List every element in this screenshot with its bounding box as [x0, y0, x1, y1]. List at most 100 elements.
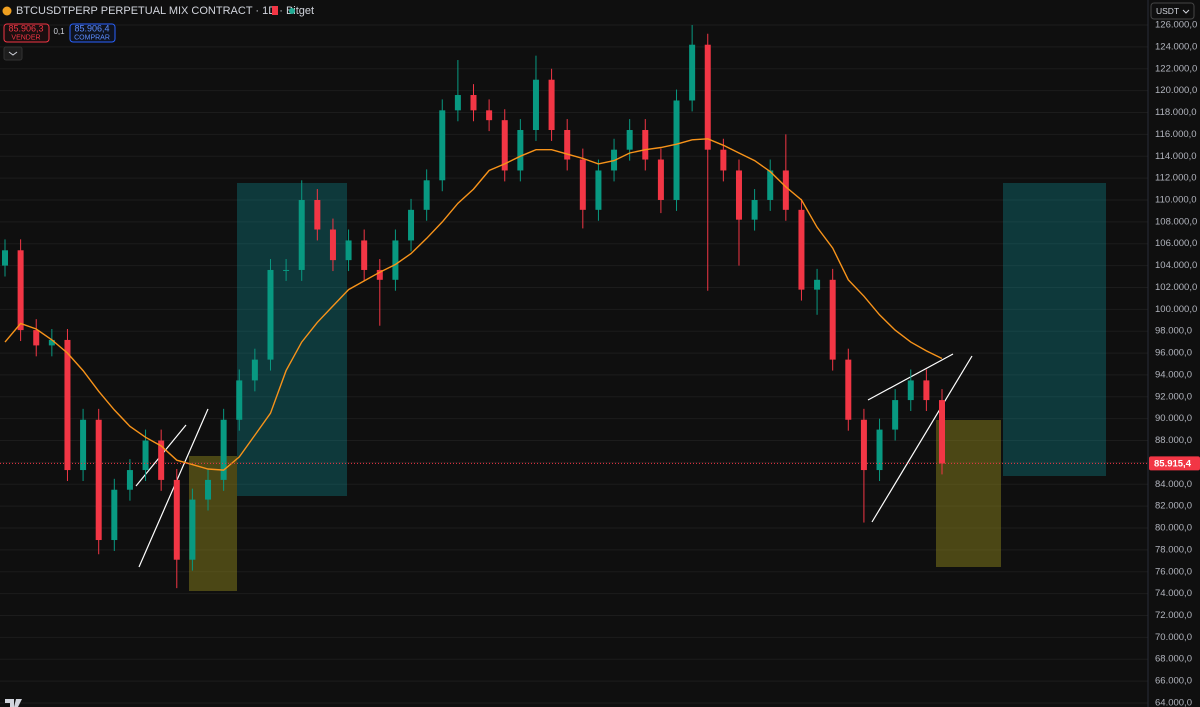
status-dot — [289, 8, 295, 14]
last-price-tag — [1149, 456, 1200, 471]
candle-body — [267, 269, 274, 360]
y-tick-label: 82.000,0 — [1155, 501, 1192, 512]
y-tick-label: 118.000,0 — [1155, 107, 1197, 118]
y-tick-label: 108.000,0 — [1155, 216, 1197, 227]
candle-body — [564, 130, 571, 160]
candle-body — [111, 489, 118, 541]
bid-price: 85.906,3 — [8, 23, 43, 33]
flag-icon — [272, 6, 278, 15]
price-axis: 64.000,0 66.000,0 68.000,0 70.000,0 72.000,0… — [1149, 20, 1200, 707]
candle-body — [470, 95, 477, 111]
target-zone — [1003, 183, 1106, 476]
y-tick-label: 96.000,0 — [1155, 348, 1192, 359]
y-tick-label: 84.000,0 — [1155, 479, 1192, 490]
candle-body — [220, 419, 227, 480]
candles — [2, 25, 945, 589]
candle-body — [423, 180, 430, 210]
candle-body — [642, 130, 649, 160]
candle-body — [454, 95, 461, 111]
stop-zone — [189, 456, 237, 591]
candle-body — [720, 149, 727, 171]
y-tick-label: 90.000,0 — [1155, 413, 1192, 424]
candle-body — [95, 419, 102, 541]
y-tick-label: 120.000,0 — [1155, 85, 1197, 96]
candle-body — [673, 100, 680, 200]
candle-body — [189, 499, 196, 560]
chevron-icon — [8, 51, 18, 56]
collapse-button[interactable] — [3, 46, 23, 61]
candle-body — [486, 110, 493, 121]
candle-body — [33, 330, 40, 346]
candle-body — [751, 199, 758, 220]
last-price-label: 85.915,4 — [1154, 458, 1192, 469]
candle-body — [923, 380, 930, 401]
candle-body — [798, 209, 805, 290]
y-tick-label: 112.000,0 — [1155, 173, 1197, 184]
currency-button[interactable] — [1150, 2, 1195, 20]
candle-body — [345, 240, 352, 261]
candle-body — [704, 44, 711, 150]
y-tick-label: 94.000,0 — [1155, 369, 1192, 380]
candle-body — [579, 159, 586, 210]
candle-body — [205, 479, 212, 500]
candle-body — [48, 339, 55, 346]
y-tick-label: 88.000,0 — [1155, 435, 1192, 446]
buy-button[interactable] — [69, 23, 116, 43]
candle-body — [860, 419, 867, 471]
drawings — [135, 183, 1106, 591]
candle-body — [142, 440, 149, 471]
candle-body — [298, 199, 305, 270]
moving-average — [4, 138, 943, 471]
y-tick-label: 106.000,0 — [1155, 238, 1197, 249]
sell-button[interactable] — [3, 23, 50, 43]
y-tick-label: 72.000,0 — [1155, 610, 1192, 621]
candle-body — [329, 229, 336, 261]
candle-body — [532, 79, 539, 131]
trend-line — [871, 355, 973, 523]
candle-body — [251, 359, 258, 381]
y-tick-label: 122.000,0 — [1155, 63, 1197, 74]
buy-label: COMPRAR — [74, 34, 110, 41]
y-tick-label: 64.000,0 — [1155, 697, 1192, 707]
y-tick-label: 76.000,0 — [1155, 566, 1192, 577]
candle-body — [17, 250, 24, 331]
symbol-icon — [2, 6, 12, 16]
trend-line — [138, 408, 209, 568]
candle-body — [236, 380, 243, 420]
y-tick-label: 124.000,0 — [1155, 41, 1197, 52]
candle-body — [595, 170, 602, 210]
y-tick-label: 80.000,0 — [1155, 523, 1192, 534]
sell-label: VENDER — [11, 34, 40, 41]
candle-body — [657, 159, 664, 200]
y-tick-label: 70.000,0 — [1155, 632, 1192, 643]
candle-body — [782, 170, 789, 210]
candle-body — [283, 269, 290, 271]
y-tick-label: 98.000,0 — [1155, 326, 1192, 337]
candle-body — [689, 44, 696, 101]
candle-body — [876, 429, 883, 471]
logo — [5, 699, 22, 707]
candle-body — [735, 170, 742, 220]
stop-zone — [936, 420, 1001, 567]
candle-body — [126, 470, 133, 490]
y-tick-label: 114.000,0 — [1155, 151, 1197, 162]
overlay — [0, 138, 1148, 471]
y-tick-label: 116.000,0 — [1155, 129, 1197, 140]
y-tick-label: 74.000,0 — [1155, 588, 1192, 599]
candle-body — [392, 240, 399, 280]
candle-body — [907, 380, 914, 401]
candle-body — [845, 359, 852, 420]
y-tick-label: 78.000,0 — [1155, 544, 1192, 555]
candle-body — [626, 130, 633, 150]
grid — [0, 24, 1148, 704]
y-tick-label: 68.000,0 — [1155, 654, 1192, 665]
ask-price: 85.906,4 — [74, 23, 109, 33]
candle-body — [548, 79, 555, 131]
y-tick-label: 66.000,0 — [1155, 676, 1192, 687]
chevron-icon — [1182, 9, 1190, 14]
candle-body — [361, 240, 368, 270]
candle-body — [814, 279, 821, 290]
target-zone — [237, 183, 347, 496]
